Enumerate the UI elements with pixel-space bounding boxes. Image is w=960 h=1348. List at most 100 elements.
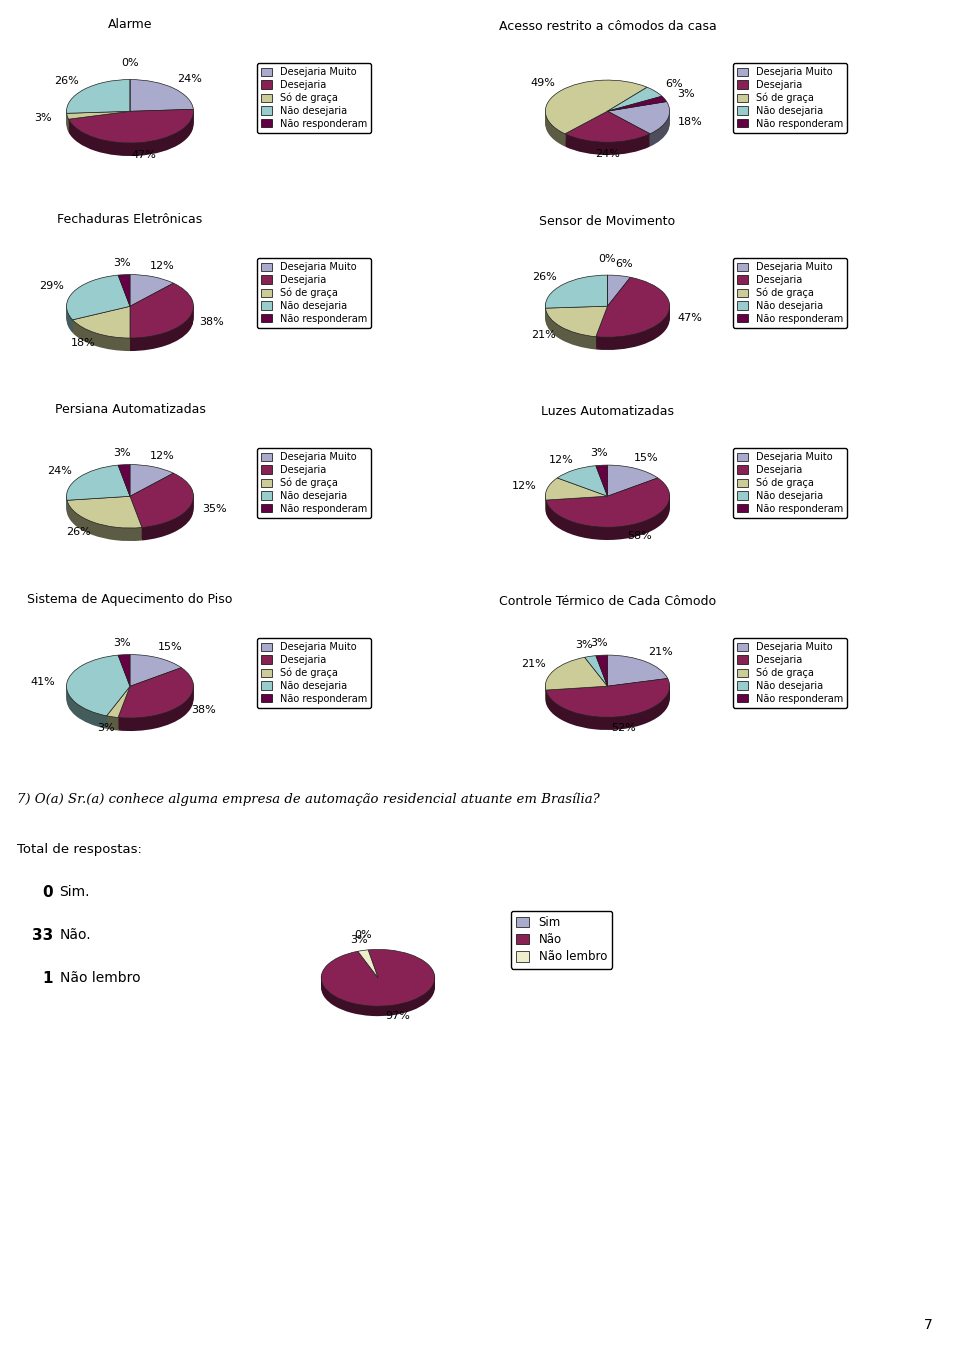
Wedge shape: [66, 473, 130, 510]
Wedge shape: [66, 86, 130, 120]
Wedge shape: [585, 661, 608, 690]
Text: 3%: 3%: [113, 448, 131, 458]
Wedge shape: [66, 663, 130, 724]
Wedge shape: [545, 286, 608, 318]
Wedge shape: [118, 673, 194, 723]
Wedge shape: [596, 665, 608, 696]
Wedge shape: [368, 950, 378, 977]
Wedge shape: [546, 682, 670, 721]
Wedge shape: [358, 958, 378, 985]
Wedge shape: [608, 112, 670, 144]
Wedge shape: [368, 952, 378, 980]
Legend: Desejaria Muito, Desejaria, Só de graça, Não desejaria, Não responderam: Desejaria Muito, Desejaria, Só de graça,…: [732, 257, 848, 328]
Wedge shape: [545, 485, 608, 507]
Wedge shape: [66, 472, 130, 507]
Wedge shape: [107, 687, 130, 718]
Wedge shape: [118, 678, 194, 728]
Wedge shape: [608, 278, 631, 309]
Wedge shape: [118, 476, 130, 507]
Wedge shape: [545, 81, 647, 135]
Wedge shape: [66, 477, 130, 512]
Wedge shape: [358, 956, 378, 984]
Wedge shape: [66, 288, 130, 333]
Wedge shape: [73, 313, 130, 345]
Wedge shape: [73, 311, 130, 344]
Wedge shape: [608, 662, 668, 693]
Wedge shape: [585, 656, 608, 687]
Text: 26%: 26%: [533, 272, 558, 282]
Wedge shape: [68, 121, 194, 155]
Wedge shape: [67, 508, 142, 541]
Wedge shape: [608, 656, 668, 687]
Legend: Desejaria Muito, Desejaria, Só de graça, Não desejaria, Não responderam: Desejaria Muito, Desejaria, Só de graça,…: [732, 448, 848, 518]
Wedge shape: [564, 115, 650, 146]
Wedge shape: [608, 89, 662, 112]
Text: 33: 33: [32, 927, 53, 944]
Wedge shape: [557, 479, 608, 510]
Wedge shape: [596, 659, 608, 690]
Wedge shape: [130, 661, 181, 693]
Wedge shape: [608, 98, 662, 123]
Wedge shape: [118, 472, 130, 504]
Wedge shape: [66, 662, 130, 723]
Text: 3%: 3%: [113, 257, 131, 268]
Wedge shape: [66, 474, 130, 510]
Wedge shape: [66, 112, 130, 120]
Wedge shape: [67, 510, 142, 541]
Wedge shape: [68, 119, 194, 152]
Wedge shape: [118, 659, 130, 690]
Wedge shape: [608, 474, 658, 506]
Wedge shape: [66, 658, 130, 718]
Wedge shape: [564, 116, 650, 147]
Title: Fechaduras Eletrônicas: Fechaduras Eletrônicas: [58, 213, 203, 226]
Wedge shape: [608, 278, 631, 310]
Wedge shape: [608, 100, 662, 124]
Title: Sistema de Aquecimento do Piso: Sistema de Aquecimento do Piso: [27, 593, 232, 607]
Wedge shape: [130, 667, 181, 700]
Wedge shape: [596, 666, 608, 697]
Wedge shape: [546, 681, 670, 720]
Wedge shape: [118, 280, 130, 311]
Wedge shape: [545, 491, 608, 512]
Wedge shape: [66, 117, 130, 124]
Legend: Desejaria Muito, Desejaria, Só de graça, Não desejaria, Não responderam: Desejaria Muito, Desejaria, Só de graça,…: [257, 448, 372, 518]
Wedge shape: [596, 466, 608, 497]
Wedge shape: [66, 82, 130, 116]
Wedge shape: [596, 470, 608, 501]
Wedge shape: [118, 667, 194, 718]
Wedge shape: [118, 275, 130, 307]
Wedge shape: [608, 473, 658, 504]
Wedge shape: [118, 671, 194, 721]
Text: 38%: 38%: [192, 705, 216, 714]
Title: Persiana Automatizadas: Persiana Automatizadas: [55, 403, 205, 417]
Wedge shape: [545, 667, 608, 700]
Text: 26%: 26%: [54, 77, 79, 86]
Wedge shape: [66, 658, 130, 718]
Wedge shape: [66, 81, 130, 115]
Text: 6%: 6%: [664, 78, 683, 89]
Text: Não lembro: Não lembro: [60, 971, 140, 985]
Wedge shape: [118, 473, 130, 506]
Wedge shape: [118, 468, 130, 500]
Wedge shape: [73, 310, 130, 342]
Wedge shape: [596, 667, 608, 698]
Wedge shape: [545, 658, 608, 692]
Wedge shape: [564, 113, 650, 144]
Wedge shape: [596, 477, 608, 510]
Wedge shape: [608, 105, 666, 121]
Wedge shape: [596, 280, 670, 341]
Wedge shape: [118, 655, 130, 686]
Wedge shape: [596, 658, 608, 689]
Wedge shape: [545, 284, 608, 318]
Wedge shape: [608, 470, 658, 501]
Wedge shape: [368, 956, 378, 984]
Wedge shape: [130, 297, 194, 350]
Wedge shape: [68, 111, 194, 144]
Wedge shape: [130, 275, 174, 306]
Wedge shape: [130, 476, 194, 530]
Wedge shape: [596, 278, 670, 338]
Wedge shape: [118, 469, 130, 500]
Text: Sim.: Sim.: [60, 886, 90, 899]
Wedge shape: [358, 958, 378, 987]
Wedge shape: [130, 89, 193, 121]
